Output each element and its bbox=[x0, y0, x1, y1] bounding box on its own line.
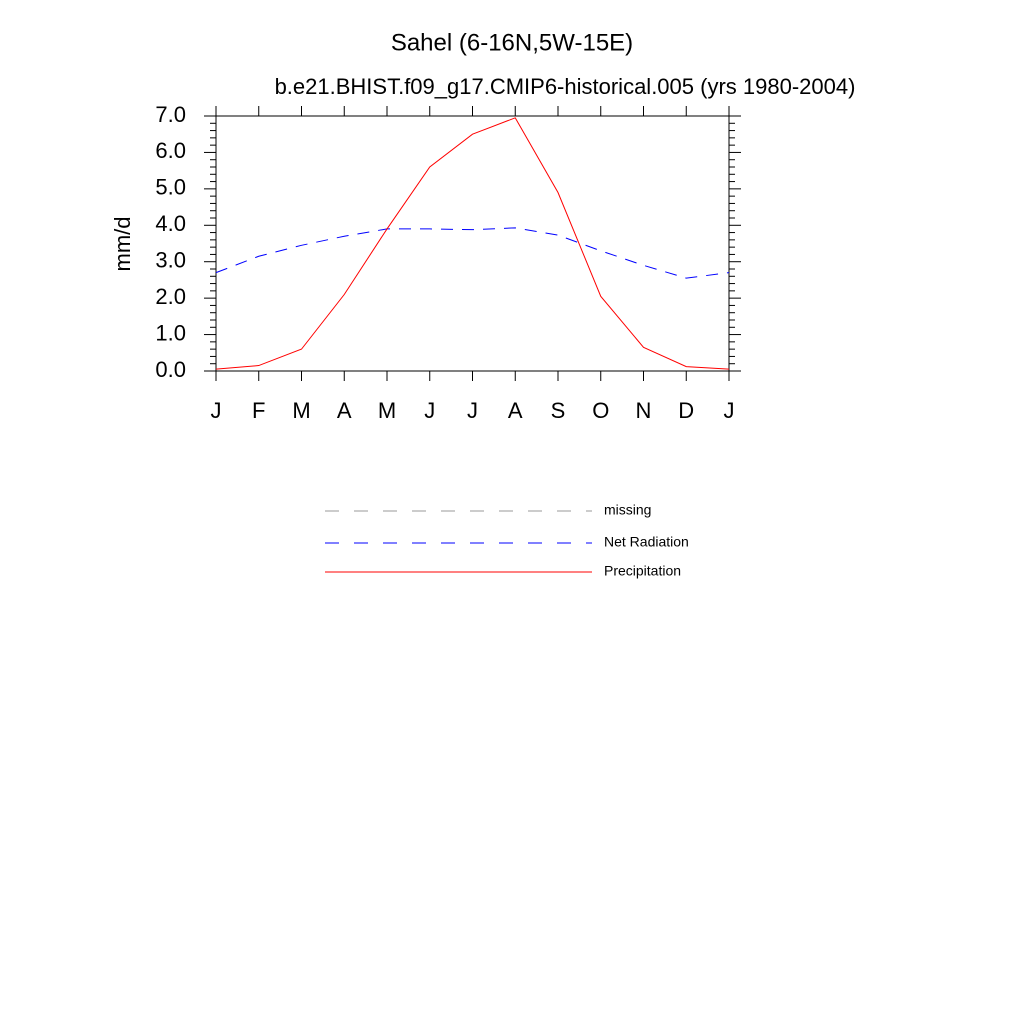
x-tick-label: F bbox=[252, 398, 265, 423]
plot-frame bbox=[215, 115, 730, 372]
y-tick-label: 0.0 bbox=[155, 357, 186, 382]
x-tick-label: O bbox=[592, 398, 609, 423]
y-tick-label: 6.0 bbox=[155, 138, 186, 163]
x-tick-label: N bbox=[636, 398, 652, 423]
y-axis-label: mm/d bbox=[110, 217, 135, 272]
x-tick-label: J bbox=[424, 398, 435, 423]
data-line bbox=[215, 117, 730, 370]
x-tick-label: A bbox=[508, 398, 523, 423]
x-tick-label: M bbox=[378, 398, 396, 423]
x-tick-label: J bbox=[724, 398, 735, 423]
y-tick-label: 5.0 bbox=[155, 175, 186, 200]
x-tick-label: J bbox=[467, 398, 478, 423]
chart-subtitle: b.e21.BHIST.f09_g17.CMIP6-historical.005… bbox=[275, 74, 856, 99]
x-tick-label: D bbox=[678, 398, 694, 423]
y-tick-label: 1.0 bbox=[155, 320, 186, 345]
x-tick-label: S bbox=[551, 398, 566, 423]
y-tick-label: 7.0 bbox=[155, 102, 186, 127]
data-line bbox=[215, 227, 730, 279]
y-tick-label: 4.0 bbox=[155, 211, 186, 236]
chart-title: Sahel (6-16N,5W-15E) bbox=[391, 29, 633, 56]
x-tick-label: J bbox=[211, 398, 222, 423]
legend-label: Precipitation bbox=[604, 563, 681, 579]
y-tick-label: 2.0 bbox=[155, 284, 186, 309]
legend-label: Net Radiation bbox=[604, 534, 689, 550]
x-tick-label: A bbox=[337, 398, 352, 423]
y-tick-label: 3.0 bbox=[155, 248, 186, 273]
x-tick-label: M bbox=[292, 398, 310, 423]
legend-label: missing bbox=[604, 502, 651, 518]
